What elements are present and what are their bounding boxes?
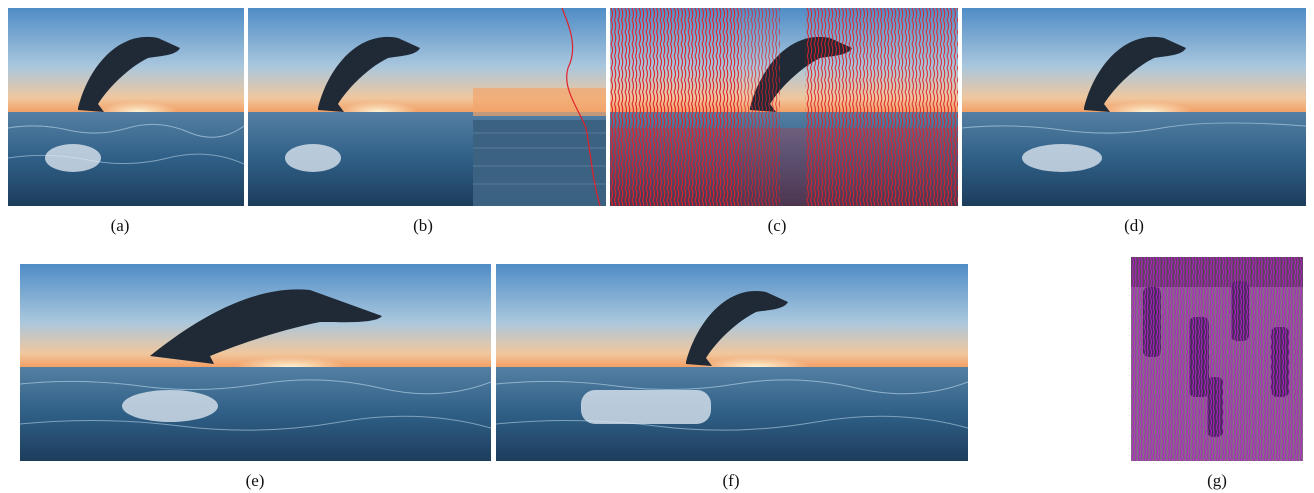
- caption-c: (c): [767, 216, 787, 235]
- dolphin-icon: [318, 36, 420, 112]
- dolphin-icon: [78, 36, 180, 112]
- panel-g-image: [1131, 257, 1303, 461]
- caption-a: (a): [110, 216, 130, 235]
- dolphin-scene-stretched: [248, 8, 606, 206]
- street-scene-seams: [1131, 257, 1303, 461]
- seam-line: [561, 8, 601, 206]
- dolphin-scene-original: [8, 8, 244, 206]
- panel-e-image: [20, 264, 491, 461]
- dolphin-icon: [686, 290, 788, 366]
- dolphin-scene-seams: [610, 8, 958, 206]
- panel-c-image: [610, 8, 958, 206]
- dolphin-icon: [1084, 36, 1186, 112]
- caption-f: (f): [722, 471, 740, 490]
- caption-g: (g): [1207, 471, 1227, 490]
- caption-e: (e): [245, 471, 265, 490]
- caption-d: (d): [1124, 216, 1144, 235]
- dolphin-scene-wide-a: [20, 264, 491, 461]
- panel-d-image: [962, 8, 1306, 206]
- caption-b: (b): [413, 216, 433, 235]
- panel-f-image: [496, 264, 968, 461]
- dolphin-scene-wide-b: [496, 264, 968, 461]
- panel-b-image: [248, 8, 606, 206]
- dolphin-icon: [150, 289, 382, 364]
- dolphin-scene-retargeted: [962, 8, 1306, 206]
- panel-a-image: [8, 8, 244, 206]
